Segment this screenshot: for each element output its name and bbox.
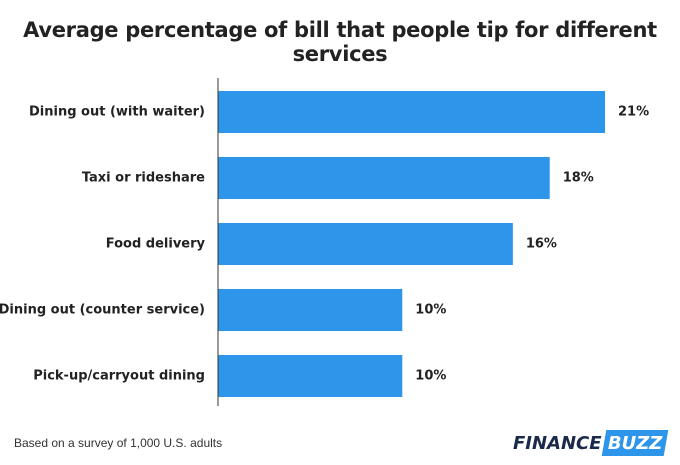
value-label-0: 21% <box>618 105 649 120</box>
footnote: Based on a survey of 1,000 U.S. adults <box>14 436 223 450</box>
category-label-2: Food delivery <box>106 237 206 252</box>
category-label-0: Dining out (with waiter) <box>29 105 205 120</box>
chart-title: Average percentage of bill that people t… <box>23 18 657 66</box>
bars-group <box>218 91 605 397</box>
brand-logo-part1: FINANCE <box>513 432 602 454</box>
brand-logo-part2-text: BUZZ <box>607 432 663 454</box>
brand-logo: FINANCE BUZZ <box>513 430 669 456</box>
category-label-4: Pick-up/carryout dining <box>33 369 205 384</box>
bar-4 <box>218 355 403 397</box>
bar-1 <box>218 157 550 199</box>
value-label-3: 10% <box>415 303 446 318</box>
value-label-1: 18% <box>563 171 594 186</box>
category-label-1: Taxi or rideshare <box>82 171 205 186</box>
value-label-2: 16% <box>526 237 557 252</box>
bar-3 <box>218 289 403 331</box>
value-labels: 21% 18% 16% 10% 10% <box>415 105 649 384</box>
category-label-3: Dining out (counter service) <box>0 303 205 318</box>
bar-0 <box>218 91 605 133</box>
bar-2 <box>218 223 513 265</box>
category-labels: Dining out (with waiter) Taxi or rideshar… <box>0 105 206 384</box>
brand-logo-part2: BUZZ <box>601 430 669 456</box>
value-label-4: 10% <box>415 369 446 384</box>
